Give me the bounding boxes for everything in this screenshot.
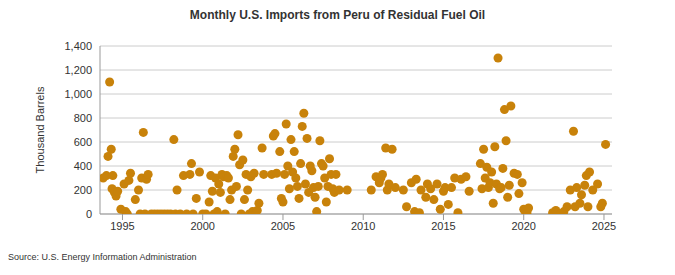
svg-text:2010: 2010 <box>351 220 375 232</box>
html-text:Monthly U.S. Imports from Peru: Monthly U.S. Imports from Peru of Residu… <box>189 8 486 22</box>
svg-text:1,400: 1,400 <box>64 40 92 52</box>
svg-text:400: 400 <box>74 160 92 172</box>
svg-text:600: 600 <box>74 136 92 148</box>
svg-text:200: 200 <box>74 184 92 196</box>
svg-text:2015: 2015 <box>431 220 455 232</box>
svg-text:0: 0 <box>86 208 92 220</box>
html-text:Source: U.S. Energy Informatio: Source: U.S. Energy Information Administ… <box>8 252 197 262</box>
svg-text:2020: 2020 <box>511 220 535 232</box>
svg-text:Thousand Barrels: Thousand Barrels <box>34 86 46 173</box>
svg-text:1995: 1995 <box>110 220 134 232</box>
svg-text:1,200: 1,200 <box>64 64 92 76</box>
svg-text:800: 800 <box>74 112 92 124</box>
svg-text:2000: 2000 <box>190 220 214 232</box>
svg-text:2005: 2005 <box>271 220 295 232</box>
svg-text:2025: 2025 <box>592 220 616 232</box>
svg-text:1,000: 1,000 <box>64 88 92 100</box>
